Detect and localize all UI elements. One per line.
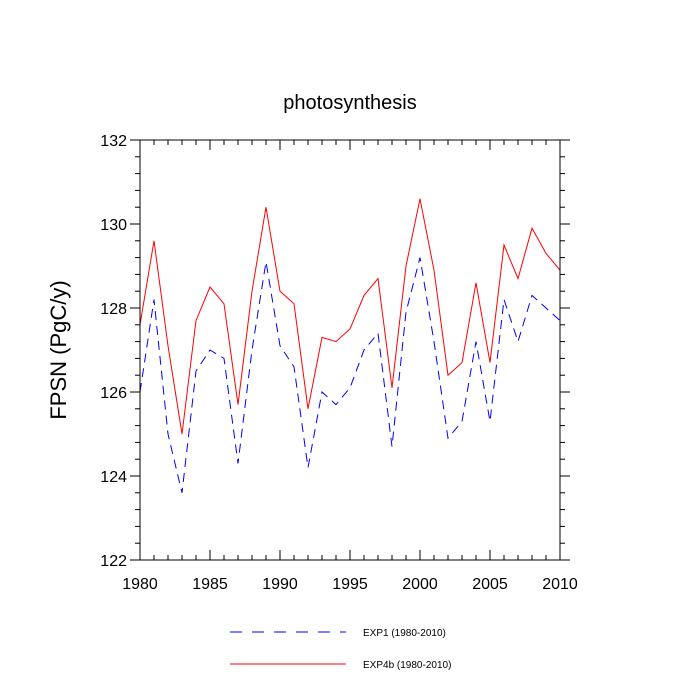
y-tick-label: 126 <box>100 385 127 402</box>
series-layer <box>139 198 561 493</box>
y-tick-label: 130 <box>100 217 127 234</box>
chart-title: photosynthesis <box>283 92 416 114</box>
ticks-layer: 1980 1985 1990 1995 2000 2005 2010 122 124 126 128… <box>100 133 578 593</box>
series-line-0 <box>139 257 561 493</box>
y-tick-label: 132 <box>100 133 127 150</box>
y-axis-label: FPSN (PgC/y) <box>46 280 71 419</box>
y-tick-label: 122 <box>100 553 127 570</box>
legend: EXP1 (1980-2010) EXP4b (1980-2010) <box>230 628 451 671</box>
x-tick-label: 1985 <box>192 576 228 593</box>
x-tick-label: 1980 <box>122 576 158 593</box>
legend-label-0: EXP1 (1980-2010) <box>363 628 446 639</box>
y-tick-label: 124 <box>100 469 127 486</box>
y-tick-label: 128 <box>100 301 127 318</box>
x-tick-label: 2005 <box>472 576 508 593</box>
series-line-1 <box>139 198 561 435</box>
x-tick-label: 1995 <box>332 576 368 593</box>
x-tick-label: 1990 <box>262 576 298 593</box>
plot-frame <box>139 139 561 561</box>
x-tick-label: 2010 <box>542 576 578 593</box>
x-tick-label: 2000 <box>402 576 438 593</box>
legend-label-1: EXP4b (1980-2010) <box>363 660 451 671</box>
